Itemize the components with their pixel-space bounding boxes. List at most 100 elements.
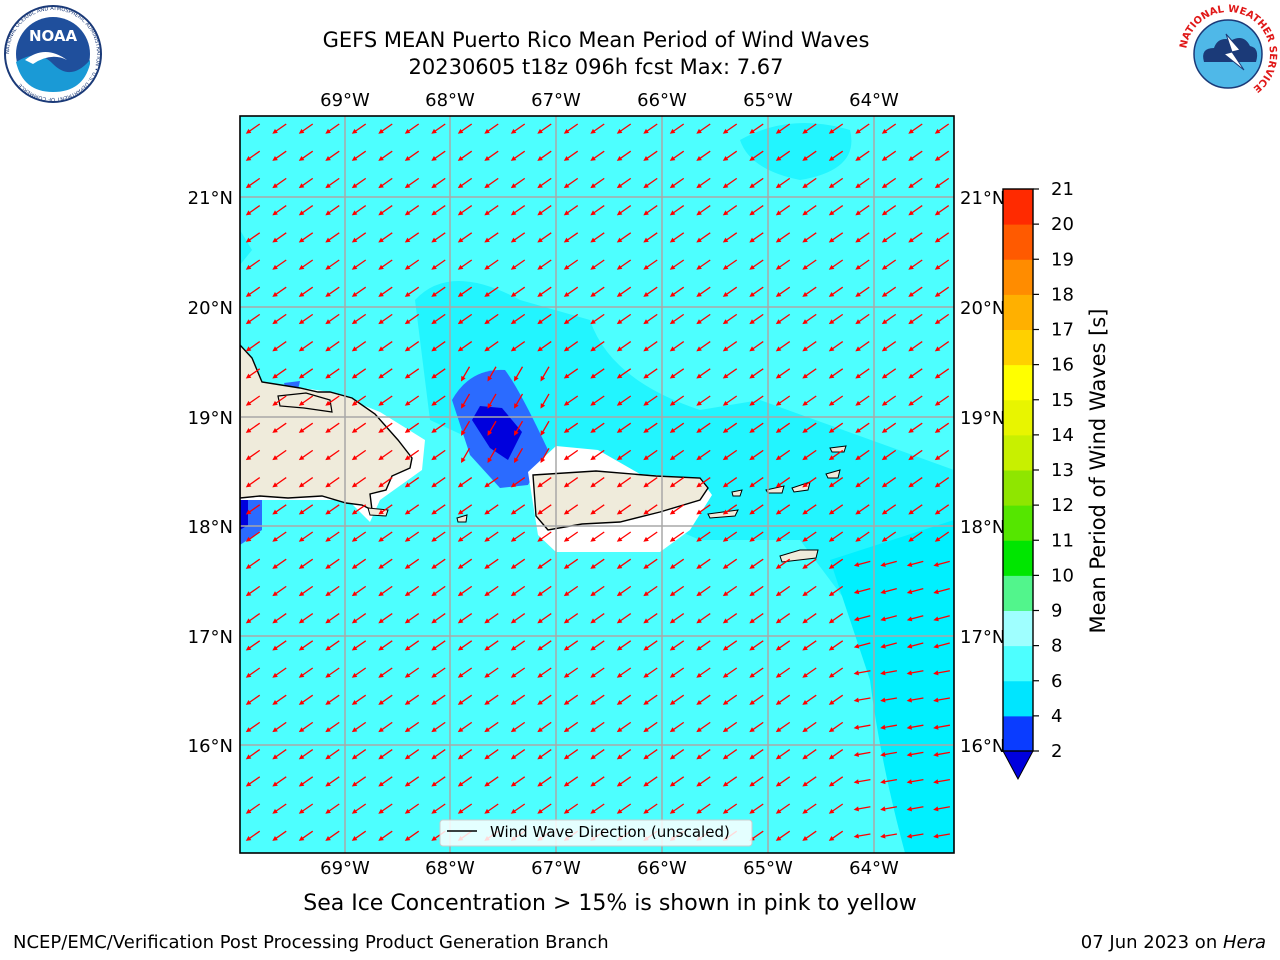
colorbar-segment [1003,224,1033,260]
wave-arrow [724,640,738,650]
wave-arrow-head [351,618,358,624]
wave-arrow [541,366,550,380]
wave-arrow-head [590,156,596,161]
wave-arrow [751,477,764,487]
wave-arrow-head [298,183,305,189]
wave-arrow-head [722,264,729,270]
wave-arrow-head [934,237,941,243]
wave-arrow-head [431,591,437,597]
wave-arrow-head [298,754,305,760]
wave-arrow-head [431,128,437,134]
wave-arrow [804,694,817,704]
wave-arrow-head [563,400,570,406]
wave-arrow [724,395,738,405]
wave-arrow [565,177,579,187]
wave-arrow-head [669,400,676,406]
wave-arrow [830,449,844,459]
wave-arrow [565,313,579,323]
wave-arrow-head [484,591,490,597]
wave-arrow-head [590,781,596,787]
wave-arrow [486,150,499,160]
wave-arrow-head [906,779,913,785]
wave-arrow [645,232,658,242]
wave-arrow [671,286,685,296]
wave-arrow-head [669,237,676,243]
wave-arrow-head [510,346,517,352]
wave-arrow-head [563,727,570,733]
wave-arrow [327,803,340,813]
wave-arrow-head [457,672,464,678]
wave-arrow-head [643,128,649,134]
wave-arrow [274,150,287,160]
wave-arrow [777,150,791,160]
wave-arrow-head [457,237,464,243]
wave-arrow-head [722,591,729,597]
wave-arrow-head [722,237,729,243]
wave-arrow [777,721,791,731]
wave-arrow [671,232,685,242]
wave-arrow [804,830,817,840]
wave-arrow [353,803,367,813]
wave-arrow [671,504,685,514]
wave-arrow [486,694,499,704]
wave-arrow [777,422,791,432]
wave-arrow [804,368,817,378]
wave-arrow [274,422,287,432]
wave-arrow [327,205,340,215]
wave-arrow [274,531,287,541]
wave-arrow-head [325,373,331,379]
wave-arrow-head [378,618,384,624]
wave-arrow [512,749,526,759]
wave-arrow-head [828,400,835,406]
wave-arrow-head [298,727,305,733]
wave-arrow [300,640,314,650]
wave-arrow [882,806,898,810]
wave-arrow-head [298,564,305,569]
wave-arrow [300,558,314,568]
wave-arrow [274,313,287,323]
wave-arrow-head [351,210,358,216]
wave-arrow [433,477,446,487]
wave-arrow-head [487,430,493,436]
wave-arrow [247,776,261,786]
wave-arrow [645,667,658,677]
wave-arrow-head [431,781,437,787]
wave-arrow-head [722,727,729,733]
wave-arrow-head [461,430,466,436]
wave-arrow-head [563,672,570,678]
wave-arrow [751,232,764,242]
wave-arrow-head [510,319,517,325]
wave-arrow-head [325,564,331,569]
wave-arrow [751,694,764,704]
wave-arrow [804,395,817,405]
wave-arrow [539,286,552,296]
wave-arrow [592,803,605,813]
wave-arrow-head [881,373,888,379]
wave-arrow [327,721,340,731]
wave-arrow [830,613,844,623]
wave-arrow [565,504,579,514]
wave-arrow [539,776,552,786]
wave-arrow-head [245,591,252,597]
wave-arrow-head [722,808,729,814]
wave-arrow-head [749,727,755,733]
wave-arrow-head [563,237,570,243]
wave-arrow [909,587,924,593]
wave-arrow [830,259,844,269]
wave-arrow [935,806,951,810]
wave-arrow [645,803,658,813]
wave-arrow-head [325,754,331,760]
wave-arrow [671,150,685,160]
wave-arrow [565,776,579,786]
wave-arrow [274,749,287,759]
wave-arrow [751,177,764,187]
lat-label-left: 16°N [188,736,233,757]
wave-arrow [406,667,420,677]
wave-arrow [935,724,951,729]
wave-arrow [406,504,420,514]
wave-arrow-head [828,264,835,270]
wave-arrow-head [802,700,808,705]
wave-arrow [565,613,579,623]
wave-arrow [724,558,738,568]
wave-arrow-head [828,373,835,379]
